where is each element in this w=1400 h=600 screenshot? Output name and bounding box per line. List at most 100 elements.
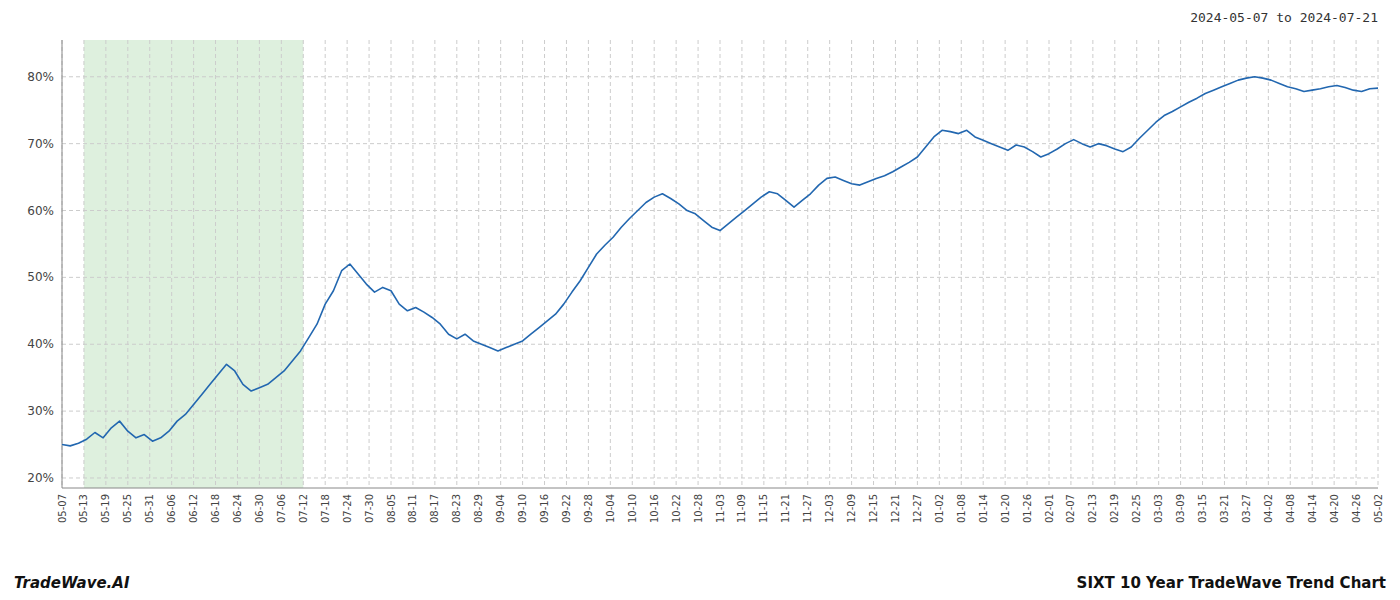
- x-tick-label: 10-04: [605, 494, 616, 523]
- x-tick-label: 02-01: [1044, 494, 1055, 523]
- x-grid-line: [347, 40, 348, 488]
- x-tick-label: 07-18: [320, 494, 331, 523]
- x-grid-line: [807, 40, 808, 488]
- x-grid-line: [1049, 40, 1050, 488]
- x-tick-label: 03-15: [1197, 494, 1208, 523]
- x-tick-label: 06-12: [188, 494, 199, 523]
- x-tick-label: 09-10: [517, 494, 528, 523]
- subtitle: 2024-05-07 to 2024-07-21: [1190, 10, 1378, 25]
- x-grid-line: [917, 40, 918, 488]
- x-grid-line: [1356, 40, 1357, 488]
- x-tick-label: 03-21: [1219, 494, 1230, 523]
- x-tick-label: 06-24: [232, 494, 243, 523]
- x-grid-line: [1246, 40, 1247, 488]
- x-tick-label: 08-23: [451, 494, 462, 523]
- x-tick-label: 02-25: [1131, 494, 1142, 523]
- x-grid-line: [522, 40, 523, 488]
- x-grid-line: [434, 40, 435, 488]
- chart: 20%30%40%50%60%70%80%05-0705-1305-1905-2…: [0, 0, 1400, 600]
- y-tick-label: 80%: [27, 70, 54, 84]
- y-tick-label: 40%: [27, 337, 54, 351]
- x-tick-label: 08-29: [473, 494, 484, 523]
- x-grid-line: [325, 40, 326, 488]
- x-tick-label: 01-20: [1000, 494, 1011, 523]
- x-tick-label: 11-21: [780, 494, 791, 523]
- x-tick-label: 03-03: [1153, 494, 1164, 523]
- x-grid-line: [412, 40, 413, 488]
- x-grid-line: [478, 40, 479, 488]
- x-tick-label: 05-02: [1373, 494, 1384, 523]
- x-tick-label: 05-25: [122, 494, 133, 523]
- series-group: [62, 77, 1378, 446]
- x-grid-line: [1092, 40, 1093, 488]
- x-tick-label: 07-06: [276, 494, 287, 523]
- x-tick-label: 09-16: [539, 494, 550, 523]
- x-grid-line: [1334, 40, 1335, 488]
- x-grid-line: [1158, 40, 1159, 488]
- x-tick-label: 05-19: [100, 494, 111, 523]
- x-tick-label: 07-24: [342, 494, 353, 523]
- x-grid-line: [1202, 40, 1203, 488]
- x-grid-line: [456, 40, 457, 488]
- y-tick-label: 30%: [27, 404, 54, 418]
- x-tick-label: 06-30: [254, 494, 265, 523]
- y-tick-label: 70%: [27, 137, 54, 151]
- x-grid-line: [1136, 40, 1137, 488]
- x-tick-label: 04-26: [1351, 494, 1362, 523]
- x-tick-label: 12-09: [846, 494, 857, 523]
- x-grid-line: [741, 40, 742, 488]
- x-tick-label: 12-21: [890, 494, 901, 523]
- x-tick-label: 05-31: [144, 494, 155, 523]
- x-grid-line: [983, 40, 984, 488]
- x-tick-label: 11-15: [758, 494, 769, 523]
- x-tick-label: 09-28: [583, 494, 594, 523]
- x-tick-label: 04-14: [1307, 494, 1318, 523]
- x-grid-line: [105, 40, 106, 488]
- x-grid-line: [763, 40, 764, 488]
- grid: [62, 40, 1378, 488]
- title: SIXT 10 Year TradeWave Trend Chart: [1077, 574, 1386, 592]
- x-grid-line: [83, 40, 84, 488]
- x-tick-label: 09-22: [561, 494, 572, 523]
- x-tick-label: 03-27: [1241, 494, 1252, 523]
- x-tick-label: 12-03: [824, 494, 835, 523]
- x-tick-label: 02-19: [1109, 494, 1120, 523]
- x-tick-label: 01-08: [956, 494, 967, 523]
- x-grid-line: [1268, 40, 1269, 488]
- x-tick-label: 02-07: [1065, 494, 1076, 523]
- x-grid-line: [566, 40, 567, 488]
- x-grid-line: [500, 40, 501, 488]
- x-tick-label: 07-12: [298, 494, 309, 523]
- line: [62, 77, 1378, 446]
- x-tick-label: 04-02: [1263, 494, 1274, 523]
- x-grid-line: [127, 40, 128, 488]
- x-tick-label: 11-27: [802, 494, 813, 523]
- x-tick-label: 04-20: [1329, 494, 1340, 523]
- x-grid-line: [961, 40, 962, 488]
- x-grid-line: [369, 40, 370, 488]
- axes: 20%30%40%50%60%70%80%05-0705-1305-1905-2…: [27, 40, 1383, 523]
- highlight-band: [84, 40, 303, 488]
- x-grid-line: [1312, 40, 1313, 488]
- y-tick-label: 20%: [27, 471, 54, 485]
- x-tick-label: 05-07: [57, 494, 68, 523]
- x-grid-line: [193, 40, 194, 488]
- x-grid-line: [654, 40, 655, 488]
- x-grid-line: [588, 40, 589, 488]
- x-grid-line: [632, 40, 633, 488]
- x-grid-line: [1114, 40, 1115, 488]
- x-tick-label: 04-08: [1285, 494, 1296, 523]
- x-grid-line: [1290, 40, 1291, 488]
- x-grid-line: [676, 40, 677, 488]
- x-tick-label: 10-10: [627, 494, 638, 523]
- annotation: TradeWave.AI: [14, 574, 130, 592]
- x-grid-line: [1224, 40, 1225, 488]
- x-tick-label: 05-13: [78, 494, 89, 523]
- x-grid-line: [698, 40, 699, 488]
- x-tick-label: 08-11: [407, 494, 418, 523]
- x-tick-label: 06-06: [166, 494, 177, 523]
- x-tick-label: 12-27: [912, 494, 923, 523]
- x-grid-line: [873, 40, 874, 488]
- x-tick-label: 10-22: [671, 494, 682, 523]
- x-grid-line: [851, 40, 852, 488]
